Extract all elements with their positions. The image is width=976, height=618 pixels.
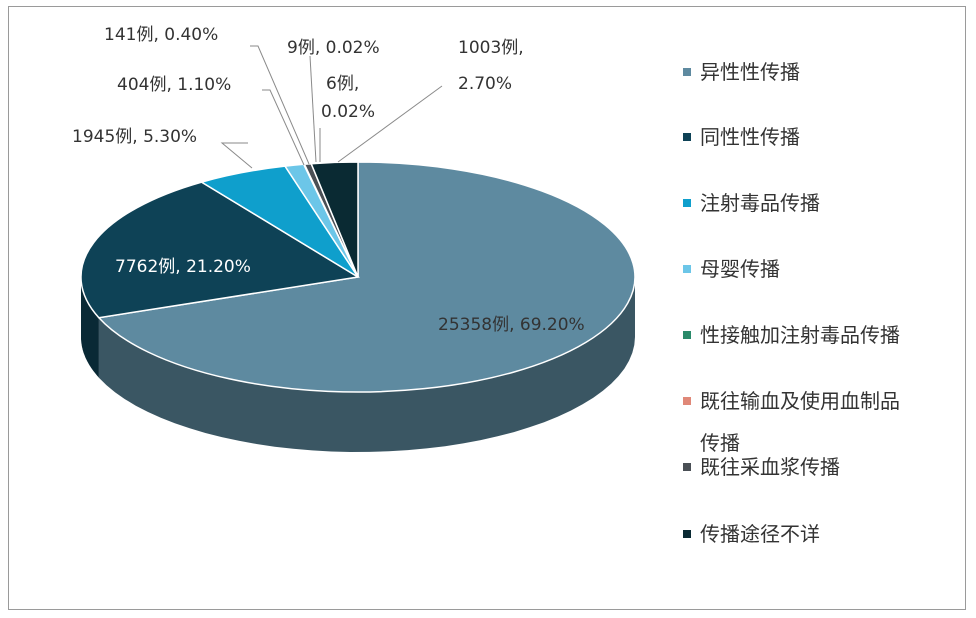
- pie-slice-homosexual: [80, 181, 361, 319]
- leader-line-unknown: [337, 85, 443, 163]
- legend-swatch-homosexual: [683, 133, 691, 141]
- leader-line-injection: [220, 142, 253, 169]
- pie-side-heterosexual: [98, 277, 635, 452]
- legend: 异性性传播 同性性传播 注射毒品传播 母婴传播 性接触加注射毒品传播 既往输血及…: [683, 60, 900, 546]
- data-label-transfusion-count: 6例,: [326, 74, 359, 94]
- leader-line-mother-infant: [262, 89, 305, 166]
- leader-line-plasma: [250, 45, 310, 165]
- data-label-unknown-count: 1003例,: [458, 38, 524, 58]
- legend-label-transfusion-line2: 传播: [700, 431, 740, 455]
- legend-swatch-mother-infant: [683, 265, 691, 273]
- data-label-injection: 1945例, 5.30%: [72, 127, 197, 147]
- data-label-transfusion-pct: 0.02%: [321, 102, 375, 122]
- legend-swatch-injection: [683, 199, 691, 207]
- data-label-mother-infant: 404例, 1.10%: [117, 75, 231, 95]
- legend-label-sex-injection: 性接触加注射毒品传播: [700, 323, 900, 347]
- data-label-homosexual: 7762例, 21.20%: [115, 257, 251, 277]
- legend-label-heterosexual: 异性性传播: [700, 60, 800, 84]
- legend-label-homosexual: 同性性传播: [700, 125, 800, 149]
- legend-swatch-sex-injection: [683, 331, 691, 339]
- legend-swatch-plasma: [683, 463, 691, 471]
- chart-frame: [8, 6, 966, 610]
- legend-swatch-transfusion: [683, 397, 691, 405]
- legend-label-injection: 注射毒品传播: [700, 191, 820, 215]
- leader-line-sex-injection: [309, 55, 317, 163]
- data-label-plasma: 141例, 0.40%: [104, 25, 218, 45]
- pie-slice-unknown: [310, 161, 359, 278]
- legend-label-plasma: 既往采血浆传播: [700, 455, 840, 479]
- pie-slice-heterosexual: [97, 161, 636, 393]
- data-label-heterosexual: 25358例, 69.20%: [438, 315, 585, 335]
- data-label-unknown-pct: 2.70%: [458, 74, 512, 94]
- legend-label-unknown: 传播途径不详: [700, 522, 820, 546]
- pie-sides: [81, 277, 635, 452]
- data-label-sex-injection: 9例, 0.02%: [287, 38, 380, 58]
- legend-label-mother-infant: 母婴传播: [700, 257, 780, 281]
- legend-label-transfusion-line1: 既往输血及使用血制品: [700, 389, 900, 413]
- pie-side-homosexual: [81, 277, 99, 378]
- pie-slices: [80, 161, 636, 393]
- legend-swatch-unknown: [683, 530, 691, 538]
- leader-lines: [220, 45, 443, 169]
- legend-swatch-heterosexual: [683, 68, 691, 76]
